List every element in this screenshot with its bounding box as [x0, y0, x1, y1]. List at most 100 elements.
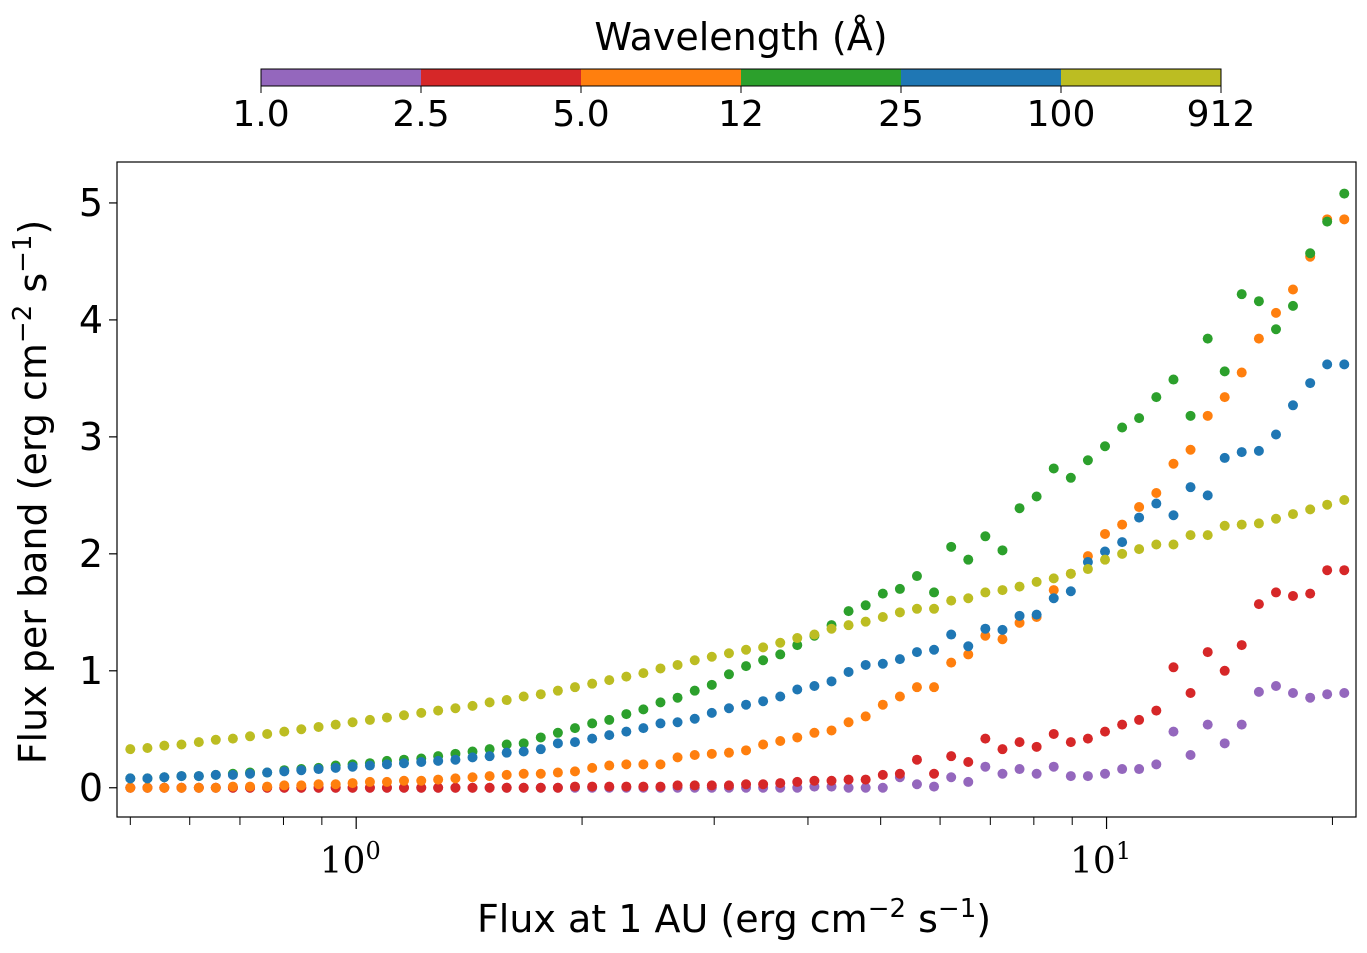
- data-point: [1065, 472, 1076, 483]
- data-point: [364, 776, 375, 787]
- data-point: [1322, 689, 1333, 700]
- data-point: [1014, 581, 1025, 592]
- data-point: [911, 779, 922, 790]
- data-point: [1185, 530, 1196, 541]
- x-axis-label: Flux at 1 AU (erg cm−2 s−1): [477, 894, 991, 941]
- data-point: [689, 655, 700, 666]
- data-point: [997, 768, 1008, 779]
- data-point: [587, 781, 598, 792]
- data-point: [638, 668, 649, 679]
- y-tick-label: 1: [79, 649, 103, 693]
- data-point: [193, 737, 204, 748]
- data-point: [1014, 764, 1025, 775]
- data-point: [792, 684, 803, 695]
- data-point: [501, 769, 512, 780]
- data-point: [467, 772, 478, 783]
- data-point: [980, 733, 991, 744]
- data-point: [1031, 576, 1042, 587]
- data-point: [723, 747, 734, 758]
- data-point: [689, 780, 700, 791]
- data-point: [416, 757, 427, 768]
- data-point: [1322, 565, 1333, 576]
- colorbar-ticks: 1.0 2.5 5.0 12 25 100 912: [232, 86, 1255, 135]
- data-point: [296, 724, 307, 735]
- colorbar-segment: [421, 69, 582, 86]
- data-point: [1100, 546, 1111, 557]
- data-point: [1117, 548, 1128, 559]
- data-point: [518, 738, 529, 749]
- data-point: [433, 782, 444, 793]
- data-point: [1185, 482, 1196, 493]
- data-point: [843, 606, 854, 617]
- data-point: [946, 657, 957, 668]
- data-point: [1168, 374, 1179, 385]
- colorbar-tick-label: 12: [718, 94, 764, 135]
- data-point: [262, 781, 273, 792]
- data-point: [877, 588, 888, 599]
- data-point: [946, 629, 957, 640]
- data-point: [535, 744, 546, 755]
- data-point: [963, 757, 974, 768]
- data-point: [1048, 593, 1059, 604]
- data-point: [313, 779, 324, 790]
- data-point: [946, 541, 957, 552]
- data-point: [364, 760, 375, 771]
- data-point: [894, 654, 905, 665]
- colorbar-tick-label: 1.0: [232, 94, 289, 135]
- data-point: [569, 723, 580, 734]
- data-point: [518, 691, 529, 702]
- data-point: [706, 748, 717, 759]
- data-point: [1134, 413, 1145, 424]
- data-point: [672, 752, 683, 763]
- data-point: [843, 620, 854, 631]
- data-point: [1014, 610, 1025, 621]
- data-point: [1287, 509, 1298, 520]
- data-point: [552, 738, 563, 749]
- data-point: [1236, 367, 1247, 378]
- data-point: [775, 691, 786, 702]
- data-point: [894, 607, 905, 618]
- data-point: [1202, 647, 1213, 658]
- data-point: [997, 744, 1008, 755]
- data-point: [262, 728, 273, 739]
- data-point: [929, 768, 940, 779]
- data-point: [1100, 554, 1111, 565]
- data-point: [1185, 410, 1196, 421]
- data-point: [210, 734, 221, 745]
- data-point: [535, 782, 546, 793]
- data-point: [587, 678, 598, 689]
- data-point: [911, 647, 922, 658]
- data-point: [621, 781, 632, 792]
- data-point: [843, 717, 854, 728]
- data-point: [929, 682, 940, 693]
- data-point: [1014, 617, 1025, 628]
- data-point: [638, 759, 649, 770]
- data-point: [159, 772, 170, 783]
- data-point: [1271, 429, 1282, 440]
- data-point: [501, 695, 512, 706]
- data-point: [706, 780, 717, 791]
- data-point: [672, 692, 683, 703]
- data-point: [980, 761, 991, 772]
- x-axis: 100 101: [129, 817, 1333, 882]
- data-point: [1339, 565, 1350, 576]
- data-point: [1100, 768, 1111, 779]
- data-point: [433, 705, 444, 716]
- data-point: [1065, 737, 1076, 748]
- data-point: [792, 640, 803, 651]
- data-point: [1253, 686, 1264, 697]
- series: [125, 359, 1350, 784]
- y-tick-label: 0: [79, 766, 103, 810]
- data-point: [501, 782, 512, 793]
- data-point: [569, 781, 580, 792]
- series: [125, 188, 1350, 784]
- data-point: [655, 759, 666, 770]
- data-point: [894, 583, 905, 594]
- data-point: [723, 669, 734, 680]
- series: [125, 214, 1350, 793]
- data-point: [877, 699, 888, 710]
- data-point: [484, 751, 495, 762]
- data-point: [1287, 300, 1298, 311]
- y-axis: 0 1 2 3 4 5: [79, 181, 117, 810]
- data-point: [655, 697, 666, 708]
